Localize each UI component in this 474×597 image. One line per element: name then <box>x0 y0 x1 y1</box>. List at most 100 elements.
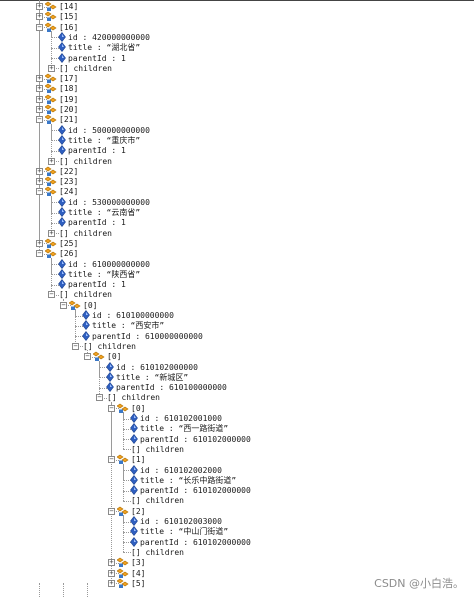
property-node[interactable]: title : “西一路街道” <box>0 423 474 434</box>
property-node[interactable]: parentId : 610102000000 <box>0 536 474 548</box>
array-item-node[interactable]: + [14] <box>0 1 474 12</box>
property-node[interactable]: title : “陕西省” <box>0 268 474 280</box>
object-node-icon <box>44 73 57 84</box>
tree-branch-line <box>111 562 119 564</box>
collapse-minus-icon[interactable]: − <box>108 506 115 515</box>
expand-plus-icon[interactable]: + <box>36 74 43 83</box>
property-node[interactable]: parentId : 1 <box>0 279 474 290</box>
expand-plus-icon[interactable]: + <box>108 568 115 577</box>
expand-plus-icon[interactable]: + <box>48 156 55 165</box>
expand-plus-icon[interactable]: + <box>48 228 55 237</box>
array-item-node[interactable]: − [26] <box>0 248 474 259</box>
collapse-minus-icon[interactable]: − <box>108 455 115 464</box>
expand-plus-icon[interactable]: + <box>36 12 43 21</box>
collapse-minus-icon[interactable]: − <box>36 115 43 124</box>
property-node[interactable]: title : “新城区” <box>0 371 474 383</box>
collapse-minus-icon[interactable]: − <box>60 300 67 309</box>
children-node[interactable]: −[] children <box>0 341 474 352</box>
collapse-minus-icon[interactable]: − <box>72 341 79 350</box>
property-node[interactable]: parentId : 610102000000 <box>0 433 474 445</box>
property-node[interactable]: parentId : 610100000000 <box>0 382 474 393</box>
property-node[interactable]: title : “长乐中路街道” <box>0 474 474 486</box>
property-node[interactable]: title : “重庆市” <box>0 134 474 146</box>
tree-trunk-line <box>51 123 52 161</box>
array-item-node[interactable]: − [16] <box>0 22 474 33</box>
expand-plus-icon[interactable]: + <box>36 105 43 113</box>
tree-branch-line <box>111 511 119 513</box>
array-item-node[interactable]: + [18] <box>0 83 474 94</box>
collapse-minus-icon[interactable]: − <box>36 22 43 31</box>
property-node[interactable]: id : 610102001000 <box>0 413 474 424</box>
property-text: id : 610102002000 <box>140 465 222 475</box>
collapse-minus-icon[interactable]: − <box>96 393 103 402</box>
expand-plus-icon[interactable]: + <box>36 2 43 10</box>
array-item-node[interactable]: + [25] <box>0 238 474 249</box>
property-node[interactable]: id : 610102000000 <box>0 361 474 373</box>
array-item-node[interactable]: + [17] <box>0 73 474 84</box>
children-node[interactable]: [] children <box>0 547 474 558</box>
property-node[interactable]: parentId : 610000000000 <box>0 330 474 342</box>
children-node[interactable]: [] children <box>0 495 474 506</box>
collapse-minus-icon[interactable]: − <box>108 403 115 412</box>
expand-plus-icon[interactable]: + <box>36 84 43 93</box>
array-item-node[interactable]: + [15] <box>0 11 474 22</box>
array-item-node[interactable]: + [5] <box>0 578 474 589</box>
node-key-label: [24] <box>59 187 79 197</box>
property-node[interactable]: id : 610000000000 <box>0 258 474 270</box>
property-node[interactable]: parentId : 1 <box>0 145 474 156</box>
expand-plus-icon[interactable]: + <box>36 94 43 103</box>
property-node[interactable]: id : 610102003000 <box>0 516 474 527</box>
property-node[interactable]: parentId : 610102000000 <box>0 485 474 496</box>
property-node[interactable]: title : “中山门街道” <box>0 526 474 537</box>
collapse-minus-icon[interactable]: − <box>84 352 91 361</box>
array-item-node[interactable]: + [4] <box>0 568 474 579</box>
array-item-node[interactable]: + [19] <box>0 94 474 105</box>
array-item-node[interactable]: − [0] <box>0 351 474 362</box>
property-node[interactable]: parentId : 1 <box>0 217 474 228</box>
collapse-minus-icon[interactable]: − <box>36 249 43 258</box>
property-node[interactable]: id : 610102002000 <box>0 464 474 476</box>
property-diamond-icon <box>130 433 142 445</box>
expand-plus-icon[interactable]: + <box>36 166 43 175</box>
children-node[interactable]: + [] children <box>0 156 474 167</box>
property-node[interactable]: title : “湖北省” <box>0 42 474 53</box>
children-node[interactable]: + [] children <box>0 63 474 74</box>
expand-plus-icon[interactable]: + <box>108 578 115 587</box>
collapse-minus-icon[interactable]: − <box>36 187 43 196</box>
expand-plus-icon[interactable]: + <box>36 238 43 247</box>
array-item-node[interactable]: − [21] <box>0 114 474 125</box>
property-node[interactable]: title : “云南省” <box>0 207 474 218</box>
expand-plus-icon[interactable]: + <box>108 558 115 567</box>
children-node[interactable]: [] children <box>0 444 474 455</box>
array-item-node[interactable]: + [3] <box>0 557 474 568</box>
property-text: parentId : 1 <box>68 53 126 63</box>
tree-branch-line <box>39 27 47 29</box>
property-node[interactable]: id : 610100000000 <box>0 310 474 321</box>
expand-plus-icon[interactable]: + <box>48 63 55 72</box>
property-node[interactable]: id : 530000000000 <box>0 196 474 208</box>
property-diamond-icon <box>130 464 142 476</box>
array-item-node[interactable]: − [24] <box>0 186 474 197</box>
children-node[interactable]: −[] children <box>0 392 474 403</box>
collapse-minus-icon[interactable]: − <box>48 290 55 299</box>
node-key-label: [] children <box>59 290 112 300</box>
array-item-node[interactable]: − [2] <box>0 506 474 517</box>
expand-plus-icon[interactable]: + <box>36 177 43 186</box>
array-item-node[interactable]: + [23] <box>0 176 474 187</box>
array-item-node[interactable]: − [0] <box>0 403 474 414</box>
property-node[interactable]: title : “西安市” <box>0 320 474 331</box>
array-item-node[interactable]: + [22] <box>0 166 474 177</box>
property-node[interactable]: id : 420000000000 <box>0 31 474 43</box>
tree-trunk-line <box>111 401 112 584</box>
array-item-node[interactable]: − [1] <box>0 454 474 465</box>
children-node[interactable]: −[] children <box>0 289 474 300</box>
tree-branch-line <box>123 521 131 523</box>
property-node[interactable]: id : 500000000000 <box>0 124 474 136</box>
children-node[interactable]: + [] children <box>0 228 474 239</box>
property-node[interactable]: parentId : 1 <box>0 52 474 64</box>
array-item-node[interactable]: − [0] <box>0 300 474 311</box>
object-node-icon <box>116 454 129 465</box>
object-node-icon <box>116 578 129 589</box>
array-item-node[interactable]: + [20] <box>0 104 474 115</box>
